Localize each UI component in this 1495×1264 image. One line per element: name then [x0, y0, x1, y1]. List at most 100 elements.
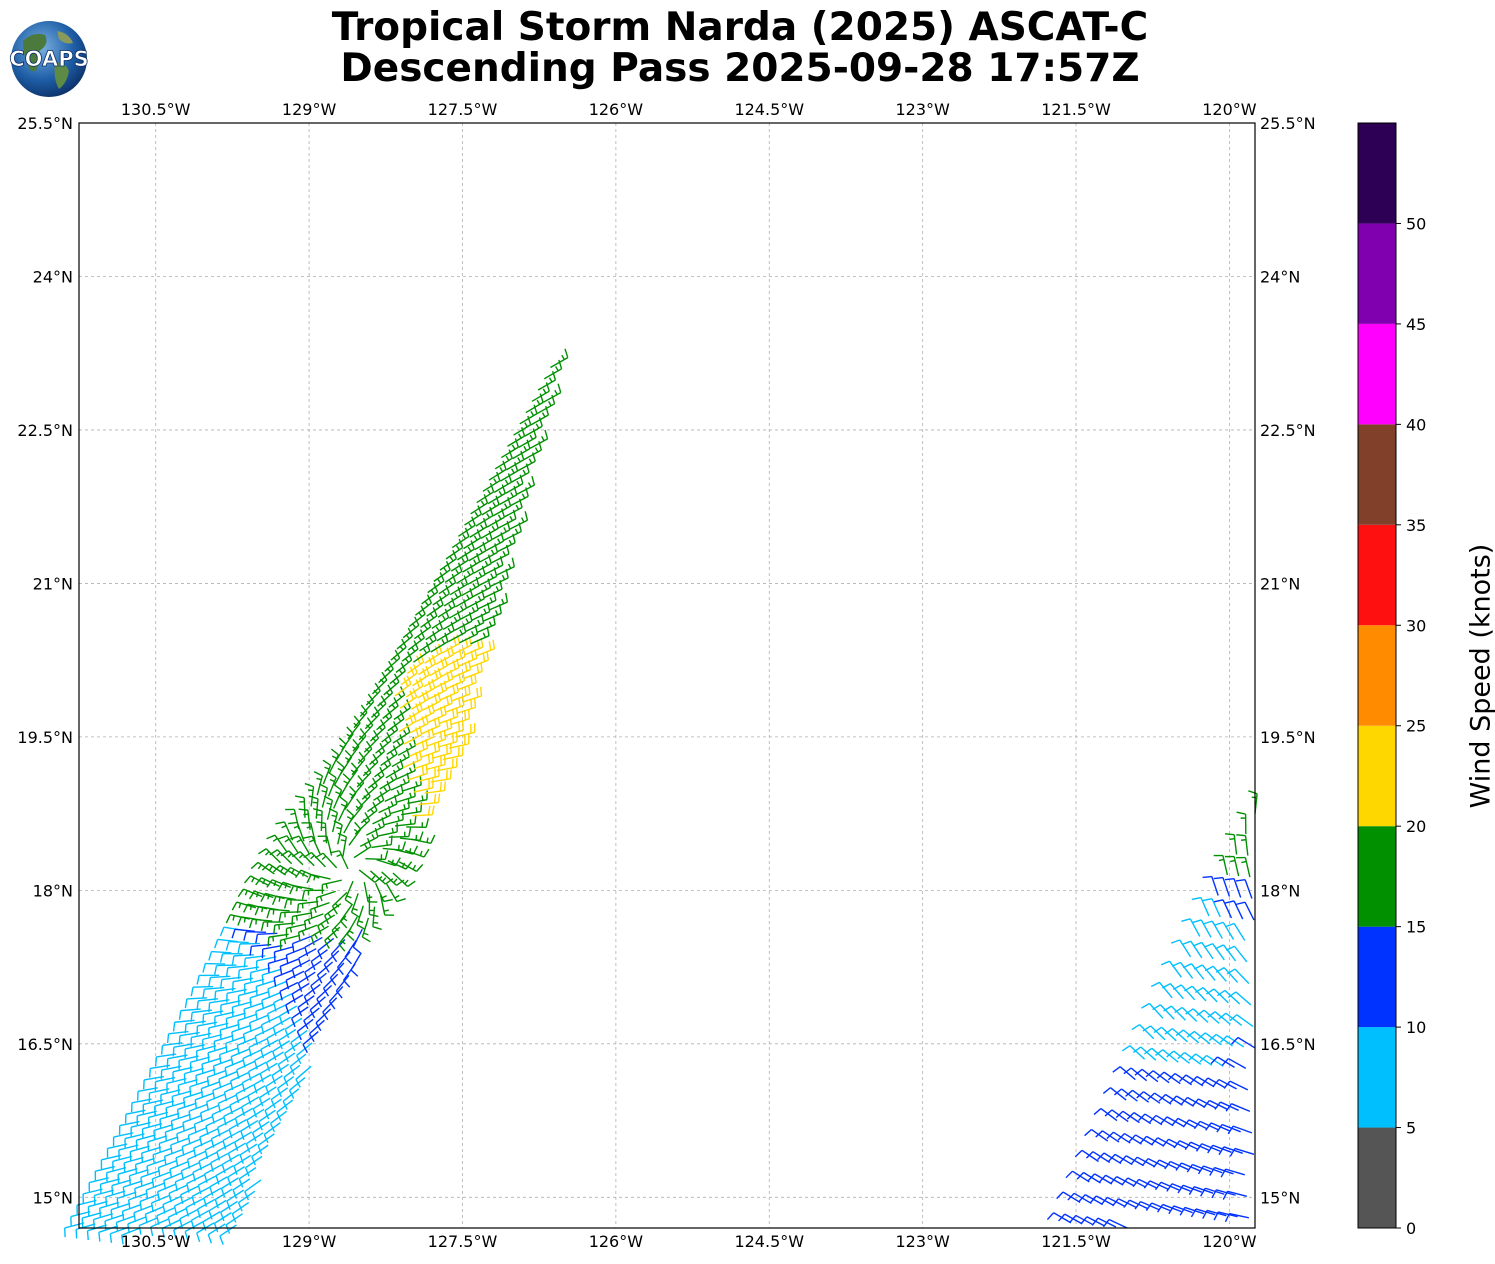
- barb-half-feather: [499, 467, 504, 472]
- colorbar-segment: [1358, 926, 1396, 1028]
- barb-staff: [129, 1169, 149, 1177]
- barb-feather: [1226, 968, 1236, 975]
- barb-feather: [213, 1041, 216, 1051]
- barb-half-feather: [449, 556, 454, 562]
- wind-barb: [226, 988, 247, 1003]
- wind-barb: [1236, 856, 1251, 878]
- barb-staff: [1108, 1218, 1128, 1229]
- barb-staff: [1081, 1149, 1099, 1163]
- barb-feather: [227, 1153, 233, 1163]
- barb-half-feather: [371, 834, 375, 840]
- wind-barb: [1236, 811, 1247, 835]
- colorbar-tick-label: 35: [1406, 516, 1426, 535]
- barb-staff: [420, 615, 438, 628]
- barb-half-feather: [393, 878, 398, 884]
- wind-barb: [1174, 1006, 1198, 1022]
- wind-barb: [1163, 1005, 1186, 1021]
- barb-feather: [199, 1112, 203, 1123]
- barb-feather: [386, 780, 391, 790]
- barb-staff: [401, 648, 419, 662]
- wind-barb: [1214, 921, 1235, 940]
- barb-staff: [194, 1115, 214, 1125]
- barb-staff: [1129, 1045, 1146, 1060]
- wind-barb: [543, 359, 563, 380]
- wind-barb: [282, 1088, 300, 1110]
- barb-feather: [223, 1116, 227, 1126]
- wind-barb: [444, 562, 463, 583]
- barb-half-feather: [404, 658, 410, 663]
- wind-barb: [187, 1127, 208, 1145]
- barb-feather: [172, 1022, 176, 1032]
- wind-barb: [100, 1154, 122, 1170]
- lon-tick-labels-bottom: 130.5°W 129°W 127.5°W 126°W 124.5°W 123°W 121.…: [121, 1232, 1257, 1251]
- wind-barb: [1190, 1208, 1216, 1218]
- wind-barb: [417, 678, 436, 699]
- wind-barb: [1121, 1045, 1146, 1060]
- wind-barb: [278, 1005, 298, 1026]
- wind-barb: [1152, 1004, 1175, 1020]
- barb-staff: [1225, 1012, 1243, 1026]
- barb-staff: [356, 772, 372, 788]
- colorbar-segment: [1358, 323, 1396, 425]
- barb-half-feather: [442, 591, 447, 597]
- barb-feather: [290, 1042, 296, 1052]
- barb-staff: [450, 559, 469, 572]
- wind-barb: [64, 1222, 85, 1238]
- barb-feather: [1207, 1144, 1214, 1154]
- barb-feather: [248, 1047, 252, 1057]
- barb-staff: [490, 553, 510, 564]
- barb-staff: [388, 835, 409, 838]
- barb-feather: [122, 1186, 125, 1197]
- barb-staff: [310, 949, 328, 962]
- barb-feather: [337, 832, 347, 838]
- barb-feather: [1202, 898, 1213, 902]
- wind-barb: [146, 1158, 167, 1176]
- barb-staff: [273, 993, 293, 1004]
- barb-feather: [190, 987, 194, 997]
- barb-staff: [135, 1157, 155, 1166]
- barb-feather: [214, 1199, 219, 1209]
- colorbar-tick-label: 45: [1406, 315, 1426, 334]
- wind-barb: [1171, 961, 1194, 979]
- barb-feather: [450, 621, 455, 631]
- barb-staff: [363, 882, 369, 902]
- barb-feather: [304, 782, 314, 788]
- barb-half-feather: [364, 844, 369, 850]
- wind-barb: [309, 996, 326, 1019]
- wind-barb: [1115, 1110, 1140, 1124]
- barb-staff: [193, 1139, 213, 1149]
- barb-feather: [1167, 1073, 1176, 1081]
- wind-barb: [379, 895, 394, 916]
- barb-feather: [251, 1132, 257, 1142]
- barb-staff: [70, 1210, 91, 1218]
- barb-staff: [378, 803, 398, 814]
- barb-feather: [1175, 1162, 1182, 1171]
- barb-feather: [273, 924, 276, 935]
- logo-text: COAPS: [9, 47, 88, 71]
- barb-staff: [250, 967, 271, 974]
- barb-staff: [165, 1101, 186, 1109]
- barb-feather: [1223, 1080, 1231, 1089]
- wind-barb: [303, 851, 326, 868]
- barb-feather: [291, 943, 295, 953]
- barb-feather: [237, 1202, 243, 1212]
- barb-feather: [445, 720, 449, 730]
- barb-feather: [1058, 1213, 1066, 1222]
- wind-barb: [424, 643, 443, 664]
- barb-feather: [504, 592, 509, 603]
- wind-barb: [157, 1159, 178, 1177]
- barb-staff: [232, 1001, 253, 1008]
- wind-barb: [269, 849, 293, 865]
- wind-barb: [316, 961, 334, 984]
- wind-barb: [456, 698, 477, 715]
- barb-feather: [458, 538, 464, 548]
- wind-barb: [206, 1069, 227, 1087]
- barb-feather: [433, 793, 437, 804]
- barb-feather: [240, 1106, 246, 1116]
- wind-barb: [117, 1167, 138, 1184]
- wind-barb: [99, 1178, 121, 1194]
- barb-feather: [1186, 1164, 1193, 1173]
- barb-feather: [480, 662, 483, 672]
- barb-feather: [496, 471, 501, 481]
- barb-staff: [211, 1129, 230, 1140]
